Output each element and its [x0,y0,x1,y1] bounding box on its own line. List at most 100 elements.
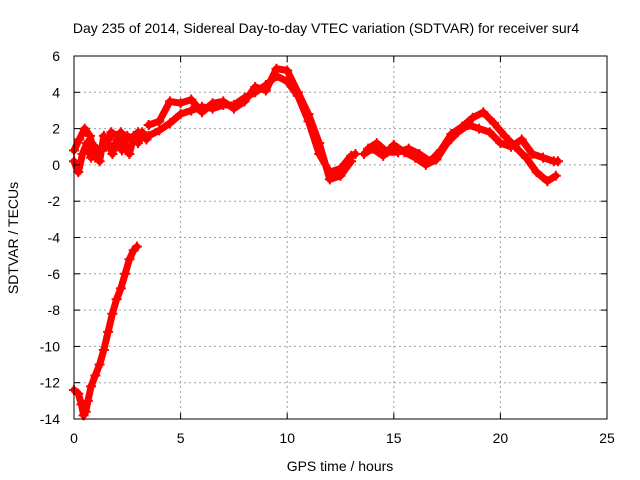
y-axis-label: SDTVAR / TECUs [5,182,21,294]
series-layer [69,63,563,421]
data-point-marker [363,143,374,154]
data-point-marker [98,345,109,356]
data-point-marker [478,107,489,118]
data-point-marker [207,98,218,109]
data-point-marker [132,134,143,145]
data-point-marker [122,130,133,141]
data-point-marker [457,121,468,132]
data-point-marker [164,118,175,129]
data-point-marker [73,388,84,399]
data-point-marker [218,96,229,107]
data-point-marker [371,138,382,149]
data-point-marker [250,81,261,92]
y-tick-label: 6 [52,48,60,64]
data-point-marker [495,138,506,149]
data-point-marker [154,125,165,136]
data-point-marker [393,147,404,158]
data-point-marker [550,170,561,181]
data-point-marker [324,174,335,185]
data-point-marker [82,395,93,406]
x-tick-label: 10 [279,430,295,446]
data-point-marker [186,94,197,105]
data-point-marker [73,167,84,178]
y-tick-label: -2 [48,193,61,209]
data-point-marker [484,127,495,138]
data-point-marker [143,130,154,141]
data-point-marker [164,96,175,107]
data-point-marker [116,145,127,156]
data-point-marker [186,105,197,116]
x-tick-label: 5 [177,430,185,446]
data-point-marker [474,123,485,134]
data-point-marker [95,145,106,156]
data-point-marker [403,143,414,154]
data-point-marker [499,130,510,141]
data-point-marker [111,294,122,305]
tick-layer: 0 5 10 15 20 25 -14 -12 -10 -8 -6 -4 -2 0 2 4 6 [40,48,615,446]
data-point-marker [154,116,165,127]
data-point-marker [107,149,118,160]
x-tick-label: 0 [70,430,78,446]
data-point-marker [271,63,282,74]
data-point-marker [388,139,399,150]
x-axis-label: GPS time / hours [287,458,394,474]
data-point-marker [292,87,303,98]
data-point-marker [228,103,239,114]
data-point-marker [520,152,531,163]
data-point-marker [196,107,207,118]
x-tick-label: 15 [386,430,402,446]
data-point-marker [143,119,154,130]
series-low-elevation-track [69,241,142,421]
grid-layer [74,56,607,419]
x-tick-label: 20 [493,430,509,446]
data-point-marker [303,109,314,120]
y-tick-label: -10 [40,338,60,354]
data-point-marker [107,308,118,319]
data-point-marker [552,156,563,167]
data-point-marker [527,149,538,160]
data-point-marker [115,283,126,294]
y-tick-label: -8 [48,302,61,318]
data-point-marker [74,134,85,145]
data-point-marker [282,65,293,76]
data-point-marker [516,134,527,145]
y-tick-label: 0 [52,157,60,173]
data-point-marker [446,129,457,140]
data-point-marker [350,149,361,160]
data-point-marker [414,149,425,160]
data-point-marker [80,406,91,417]
data-point-marker [435,145,446,156]
series-main-track-b [143,63,357,185]
data-point-marker [86,381,97,392]
data-point-marker [425,156,436,167]
data-point-marker [510,141,521,152]
y-tick-label: -12 [40,375,60,391]
y-tick-label: -6 [48,266,61,282]
data-point-marker [90,152,101,163]
data-point-marker [531,167,542,178]
data-point-marker [489,118,500,129]
y-tick-label: -14 [40,411,60,427]
data-point-marker [314,138,325,149]
data-point-marker [260,85,271,96]
series-morning-cluster-b [69,123,143,163]
data-point-marker [103,326,114,337]
y-tick-label: -4 [48,230,61,246]
data-point-marker [79,123,90,134]
y-tick-label: 2 [52,121,60,137]
data-point-marker [131,241,142,252]
x-tick-label: 25 [599,430,615,446]
data-point-marker [542,176,553,187]
data-point-marker [111,130,122,141]
data-point-marker [175,109,186,120]
y-tick-label: 4 [52,84,60,100]
data-point-marker [467,112,478,123]
data-point-marker [100,141,111,152]
data-point-marker [106,127,117,138]
data-point-marker [335,170,346,181]
data-point-marker [77,149,88,160]
data-point-marker [358,149,369,160]
data-point-marker [76,399,87,410]
data-point-marker [94,359,105,370]
